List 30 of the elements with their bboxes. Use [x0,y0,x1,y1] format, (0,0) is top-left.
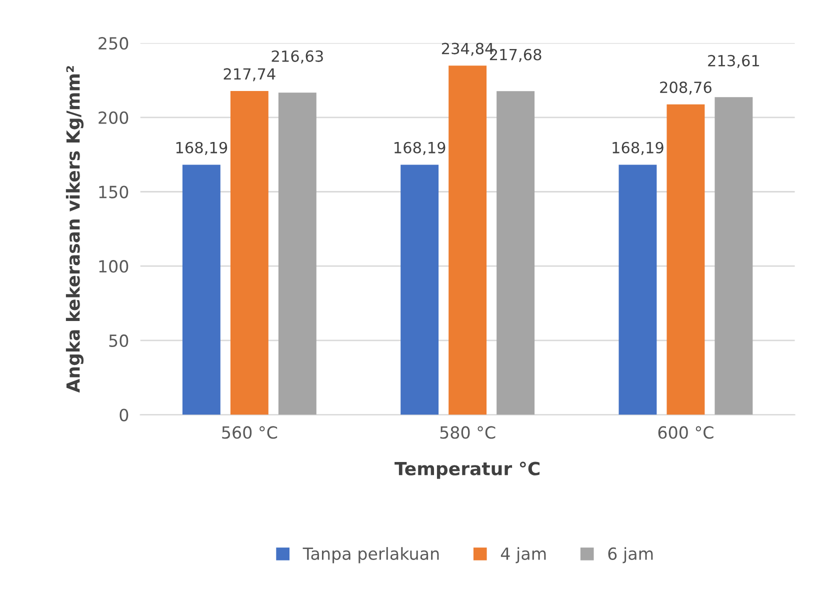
y-tick-label: 0 [120,408,128,422]
y-tick-label: 100 [99,260,128,273]
y-tick-label: 150 [99,186,128,198]
bar [230,91,268,415]
bar [182,164,220,415]
x-tick-label: 600 °C [658,426,714,439]
bar [400,164,439,415]
legend-label: 6 jam [608,547,653,564]
bar [448,66,487,415]
y-tick-label: 50 [109,334,128,347]
data-label: 213,61 [708,54,760,68]
data-label: 168,19 [612,142,664,155]
x-axis-title: Temperatur °C [394,462,540,479]
data-label: 168,19 [394,142,446,155]
data-label: 208,76 [660,82,712,95]
y-axis-title: Angka kekerasan vikers Kg/mm² [66,66,84,393]
data-label: 168,19 [176,142,228,155]
y-tick-label: 250 [98,37,128,50]
legend-label: Tanpa perlakuan [302,547,439,564]
x-tick-label: 560 °C [222,426,278,439]
bar [714,97,753,415]
y-tick-label: 200 [98,111,128,124]
data-label: 217,74 [224,68,276,82]
x-tick-label: 580 °C [440,426,496,439]
data-label: 216,63 [272,50,323,64]
bar [496,91,535,415]
bar [666,104,705,415]
bar [278,92,316,415]
bar [618,164,657,415]
legend-label: 4 jam [500,547,546,564]
